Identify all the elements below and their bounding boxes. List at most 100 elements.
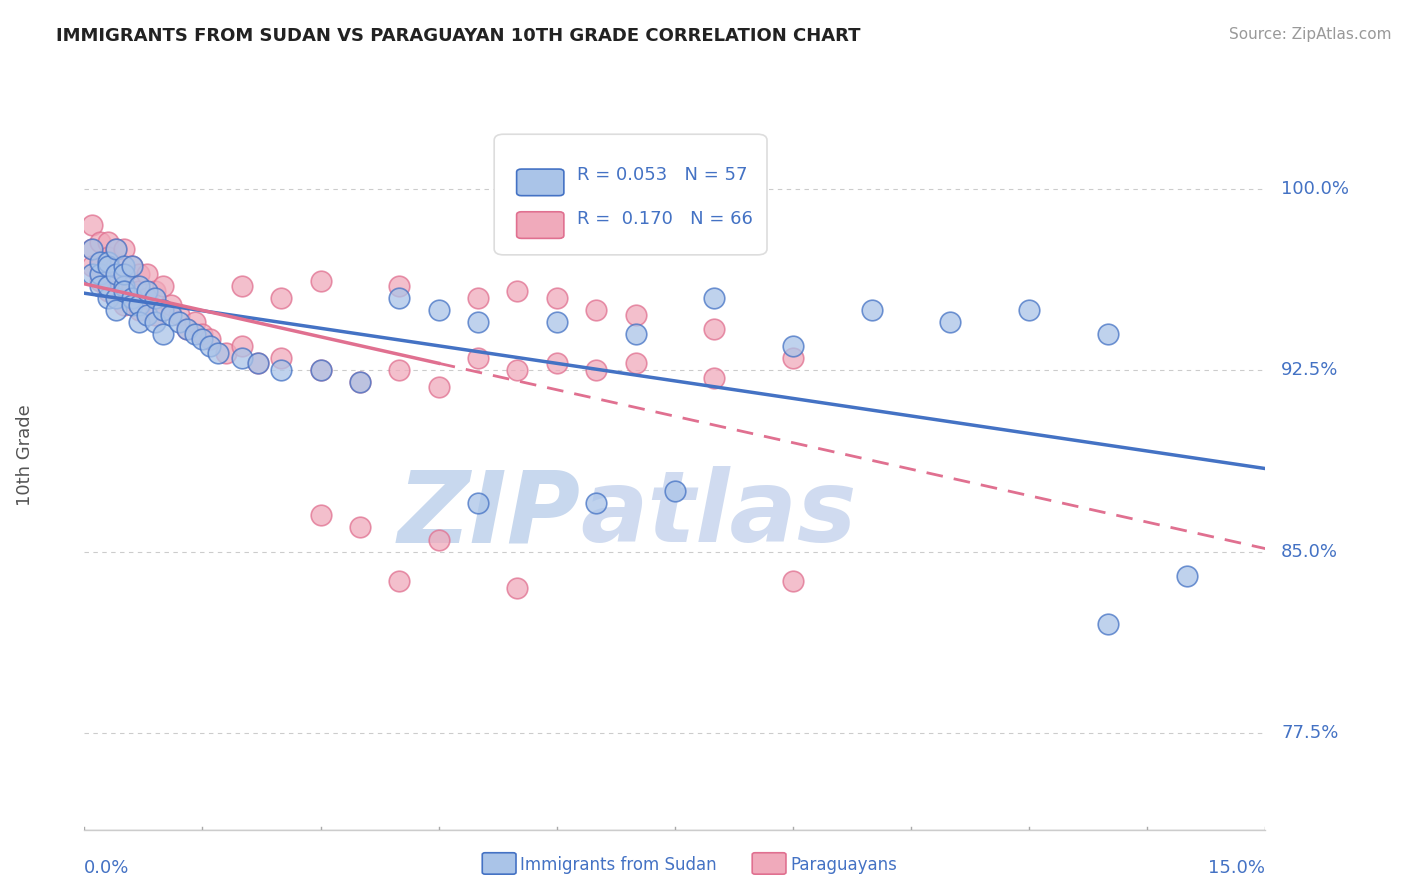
Point: [89, 267, 111, 281]
Point: [104, 243, 127, 257]
Point: [104, 291, 127, 305]
Point: [97, 278, 120, 293]
Text: 100.0%: 100.0%: [1281, 180, 1350, 198]
Text: 85.0%: 85.0%: [1281, 542, 1339, 560]
Point: [1097, 617, 1119, 632]
Point: [82, 260, 104, 274]
Point: [176, 322, 198, 336]
Point: [97, 254, 120, 268]
Point: [388, 363, 411, 377]
Point: [191, 327, 214, 342]
Point: [112, 243, 135, 257]
Point: [546, 291, 568, 305]
Point: [82, 267, 104, 281]
Point: [939, 315, 962, 329]
Point: [143, 308, 166, 322]
Text: R =  0.170   N = 66: R = 0.170 N = 66: [576, 210, 752, 227]
Point: [467, 496, 489, 510]
Point: [183, 327, 205, 342]
Point: [97, 235, 120, 250]
Point: [104, 267, 127, 281]
Point: [467, 291, 489, 305]
Point: [112, 278, 135, 293]
Point: [136, 291, 159, 305]
Point: [246, 356, 269, 370]
Point: [89, 235, 111, 250]
Point: [231, 278, 253, 293]
Point: [349, 376, 371, 390]
Text: 10th Grade: 10th Grade: [17, 404, 34, 506]
Point: [546, 356, 568, 370]
Point: [1018, 302, 1040, 317]
Point: [89, 254, 111, 268]
Point: [703, 322, 725, 336]
FancyBboxPatch shape: [494, 134, 768, 255]
Point: [128, 278, 150, 293]
Point: [136, 284, 159, 298]
Point: [703, 370, 725, 384]
Point: [191, 332, 214, 346]
Point: [215, 346, 238, 360]
Point: [270, 363, 292, 377]
Point: [546, 315, 568, 329]
Point: [121, 291, 143, 305]
Point: [200, 332, 222, 346]
Text: 0.0%: 0.0%: [84, 859, 129, 877]
Point: [388, 291, 411, 305]
Point: [624, 356, 647, 370]
Point: [782, 339, 804, 353]
Point: [270, 351, 292, 366]
Point: [143, 315, 166, 329]
Point: [349, 376, 371, 390]
Point: [309, 363, 332, 377]
Point: [121, 298, 143, 312]
Point: [231, 339, 253, 353]
Point: [176, 322, 198, 336]
Point: [1097, 327, 1119, 342]
Point: [82, 243, 104, 257]
Point: [624, 327, 647, 342]
Text: R = 0.053   N = 57: R = 0.053 N = 57: [576, 167, 748, 185]
Point: [427, 533, 450, 547]
Point: [782, 574, 804, 588]
Point: [104, 284, 127, 298]
Point: [128, 267, 150, 281]
Point: [128, 315, 150, 329]
Point: [467, 315, 489, 329]
Point: [309, 274, 332, 288]
FancyBboxPatch shape: [516, 169, 564, 195]
Text: atlas: atlas: [581, 467, 856, 564]
Point: [152, 302, 174, 317]
Text: Source: ZipAtlas.com: Source: ZipAtlas.com: [1229, 27, 1392, 42]
Point: [128, 298, 150, 312]
Point: [97, 291, 120, 305]
Point: [246, 356, 269, 370]
Point: [427, 302, 450, 317]
Point: [97, 267, 120, 281]
Point: [152, 302, 174, 317]
Point: [427, 380, 450, 394]
Text: 15.0%: 15.0%: [1208, 859, 1265, 877]
Point: [183, 315, 205, 329]
Point: [112, 267, 135, 281]
Text: ZIP: ZIP: [398, 467, 581, 564]
Point: [104, 302, 127, 317]
FancyBboxPatch shape: [516, 211, 564, 238]
Point: [1175, 568, 1198, 582]
Point: [309, 508, 332, 523]
Point: [136, 308, 159, 322]
Text: 77.5%: 77.5%: [1281, 724, 1339, 742]
Point: [97, 284, 120, 298]
Point: [152, 327, 174, 342]
Point: [506, 363, 529, 377]
Point: [200, 339, 222, 353]
Point: [782, 351, 804, 366]
Point: [664, 484, 686, 499]
Point: [128, 302, 150, 317]
Point: [167, 315, 190, 329]
Point: [112, 284, 135, 298]
Point: [104, 243, 127, 257]
Point: [467, 351, 489, 366]
Text: IMMIGRANTS FROM SUDAN VS PARAGUAYAN 10TH GRADE CORRELATION CHART: IMMIGRANTS FROM SUDAN VS PARAGUAYAN 10TH…: [56, 27, 860, 45]
Point: [624, 308, 647, 322]
